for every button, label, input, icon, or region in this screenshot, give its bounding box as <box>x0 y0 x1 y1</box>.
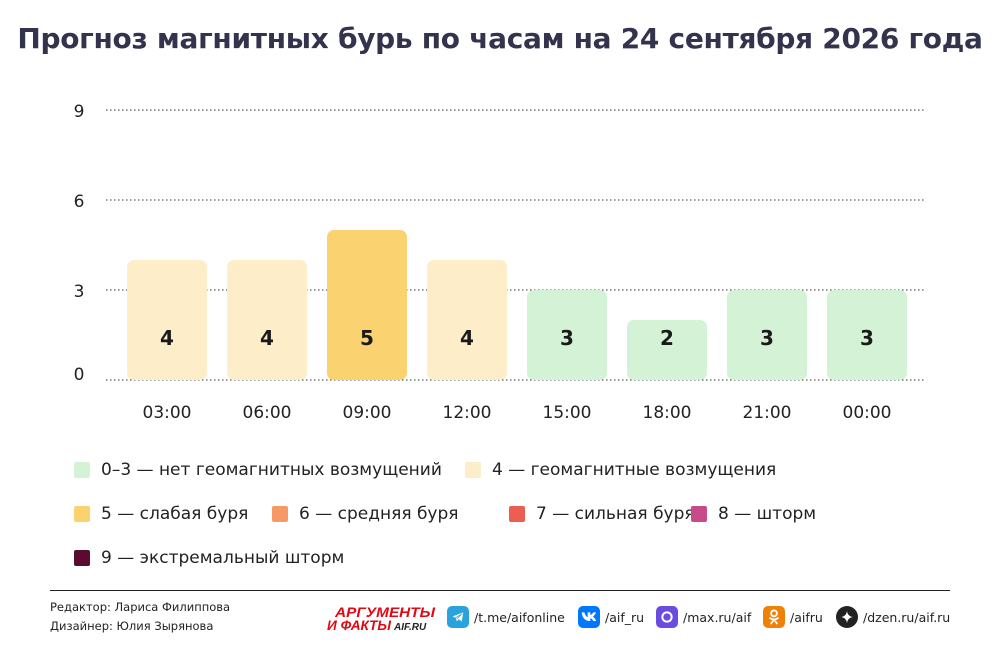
legend-label: 8 — шторм <box>718 504 817 524</box>
bar-value-label: 5 <box>360 326 374 350</box>
legend-item: 7 — сильная буря <box>509 504 695 524</box>
legend-item: 5 — слабая буря <box>74 504 248 524</box>
bar-18:00 <box>627 320 707 380</box>
dzen-icon <box>836 606 858 628</box>
bar-15:00 <box>527 290 607 380</box>
aif-logo: АРГУМЕНТЫ И ФАКТЫ AIF.RU <box>327 604 436 633</box>
social-link-label: /dzen.ru/aif.ru <box>863 609 951 625</box>
designer-credit: Дизайнер: Юлия Зырянова <box>50 619 214 633</box>
x-tick-label: 21:00 <box>743 403 792 423</box>
bar-00:00 <box>827 290 907 380</box>
legend-swatch <box>74 462 90 478</box>
bar-value-label: 2 <box>660 326 674 350</box>
bar-value-label: 3 <box>760 326 774 350</box>
legend-swatch <box>691 506 707 522</box>
legend-item: 0–3 — нет геомагнитных возмущений <box>74 460 442 480</box>
social-link-label: /aifru <box>790 609 823 625</box>
odnoklassniki-icon <box>763 606 785 628</box>
logo-line-1: АРГУМЕНТЫ <box>334 604 436 620</box>
bar-value-label: 3 <box>560 326 574 350</box>
legend-swatch <box>465 462 481 478</box>
credits: Редактор: Лариса Филиппова Дизайнер: Юли… <box>50 598 230 636</box>
social-link[interactable]: /dzen.ru/aif.ru <box>836 606 950 628</box>
legend-label: 4 — геомагнитные возмущения <box>492 460 777 480</box>
legend-swatch <box>509 506 525 522</box>
legend-swatch <box>272 506 288 522</box>
bar-09:00 <box>327 230 407 380</box>
bar-value-label: 4 <box>460 326 474 350</box>
legend-label: 0–3 — нет геомагнитных возмущений <box>101 460 442 480</box>
legend-swatch <box>74 506 90 522</box>
editor-credit: Редактор: Лариса Филиппова <box>50 600 231 614</box>
max-icon <box>656 606 678 628</box>
y-tick-label-6: 6 <box>74 192 85 212</box>
chart-title: Прогноз магнитных бурь по часам на 24 се… <box>17 22 983 55</box>
bar-03:00 <box>127 260 207 380</box>
legend-item: 6 — средняя буря <box>272 504 459 524</box>
legend-item: 8 — шторм <box>691 504 816 524</box>
bar-value-label: 4 <box>260 326 274 350</box>
social-link-label: /max.ru/aif <box>683 609 752 625</box>
bar-06:00 <box>227 260 307 380</box>
social-link[interactable]: /max.ru/aif <box>656 606 751 628</box>
x-tick-label: 06:00 <box>243 403 292 423</box>
legend-item: 9 — экстремальный шторм <box>74 548 344 568</box>
bar-21:00 <box>727 290 807 380</box>
social-link-label: /aif_ru <box>605 609 645 625</box>
legend-label: 9 — экстремальный шторм <box>101 548 345 568</box>
social-link[interactable]: /aif_ru <box>578 606 644 628</box>
footer-divider <box>50 590 950 591</box>
legend-item: 4 — геомагнитные возмущения <box>465 460 776 480</box>
vk-icon <box>578 606 600 628</box>
x-tick-label: 00:00 <box>843 403 892 423</box>
x-tick-label: 18:00 <box>643 403 692 423</box>
telegram-icon <box>447 606 469 628</box>
x-tick-label: 03:00 <box>143 403 192 423</box>
logo-domain: AIF.RU <box>393 622 427 633</box>
legend-label: 6 — средняя буря <box>299 504 459 524</box>
y-tick-label-9: 9 <box>74 102 85 122</box>
bar-12:00 <box>427 260 507 380</box>
y-tick-label-3: 3 <box>74 282 85 302</box>
social-link[interactable]: /aifru <box>763 606 823 628</box>
x-tick-label: 15:00 <box>543 403 592 423</box>
x-tick-label: 12:00 <box>443 403 492 423</box>
social-link[interactable]: /t.me/aifonline <box>447 606 565 628</box>
legend-label: 7 — сильная буря <box>536 504 695 524</box>
logo-line-2: И ФАКТЫ <box>327 617 392 633</box>
bar-value-label: 3 <box>860 326 874 350</box>
bar-chart: 0 3 6 9 4 03:00 4 06:00 5 09:00 4 12:00 3 15:00 2 18:00… <box>74 102 926 423</box>
bar-value-label: 4 <box>160 326 174 350</box>
x-tick-label: 09:00 <box>343 403 392 423</box>
social-link-label: /t.me/aifonline <box>474 609 565 625</box>
legend-label: 5 — слабая буря <box>101 504 249 524</box>
legend-swatch <box>74 550 90 566</box>
y-tick-label-0: 0 <box>74 365 85 385</box>
